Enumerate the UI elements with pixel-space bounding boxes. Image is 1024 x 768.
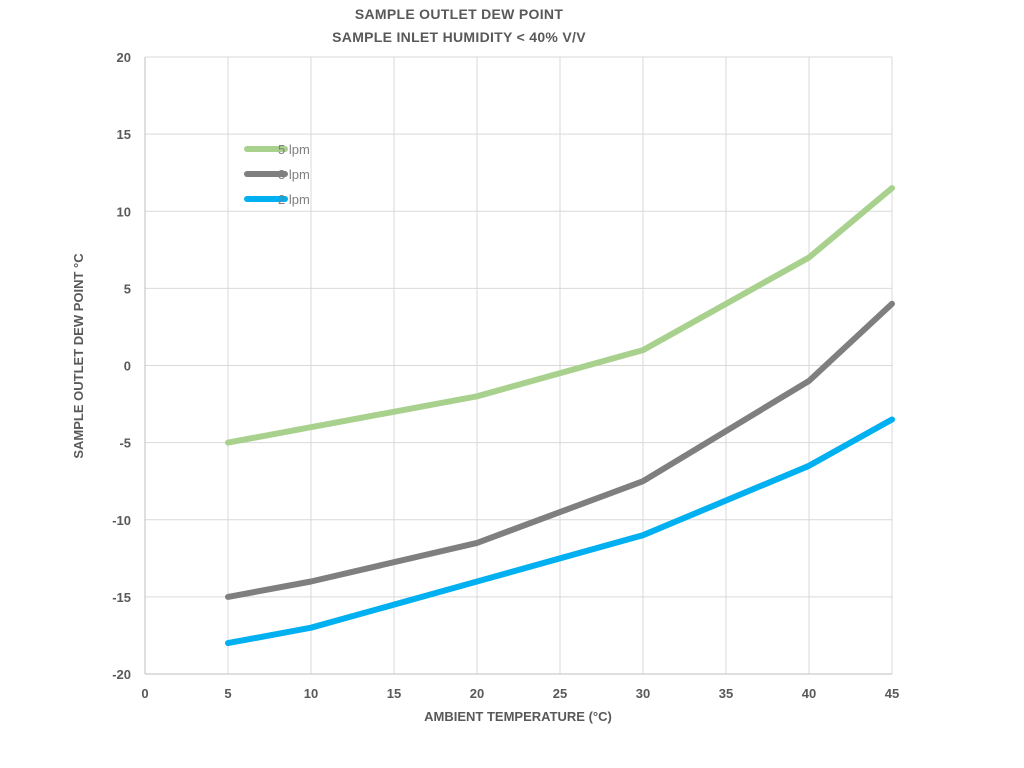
chart-subtitle: SAMPLE INLET HUMIDITY < 40% V/V — [332, 29, 586, 45]
x-tick-label: 20 — [470, 686, 484, 701]
legend: 5 lpm 3 lpm 2 lpm — [244, 142, 310, 207]
x-tick-label: 10 — [304, 686, 318, 701]
chart-title: SAMPLE OUTLET DEW POINT — [355, 6, 563, 22]
x-tick-label: 25 — [553, 686, 567, 701]
x-tick-label: 0 — [141, 686, 148, 701]
legend-label-5-lpm: 5 lpm — [278, 142, 310, 157]
x-tick-label: 30 — [636, 686, 650, 701]
x-tick-label: 15 — [387, 686, 401, 701]
y-tick-label: -15 — [112, 590, 131, 605]
grid — [145, 56, 893, 674]
y-tick-label: 10 — [117, 204, 131, 219]
y-tick-label: 15 — [117, 127, 131, 142]
y-axis-title: SAMPLE OUTLET DEW POINT °C — [71, 253, 86, 459]
y-tick-label: -5 — [119, 436, 131, 451]
legend-label-2-lpm: 2 lpm — [278, 192, 310, 207]
y-tick-label: 5 — [124, 281, 131, 296]
axes: 0 5 10 15 20 25 30 35 40 45 -20 -15 -10 -5 0 5 10 15 20 — [112, 50, 899, 701]
x-axis-title: AMBIENT TEMPERATURE (°C) — [424, 709, 612, 724]
series-line-3-lpm — [225, 300, 895, 600]
x-tick-label: 45 — [885, 686, 899, 701]
series-lines — [225, 185, 895, 647]
x-tick-label: 40 — [802, 686, 816, 701]
x-tick-label: 5 — [224, 686, 231, 701]
legend-label-3-lpm: 3 lpm — [278, 167, 310, 182]
series-line-5-lpm — [225, 185, 895, 446]
x-tick-label: 35 — [719, 686, 733, 701]
series-line-2-lpm — [225, 416, 895, 647]
y-tick-label: -10 — [112, 513, 131, 528]
y-tick-label: -20 — [112, 667, 131, 682]
y-tick-label: 0 — [124, 359, 131, 374]
y-tick-label: 20 — [117, 50, 131, 65]
